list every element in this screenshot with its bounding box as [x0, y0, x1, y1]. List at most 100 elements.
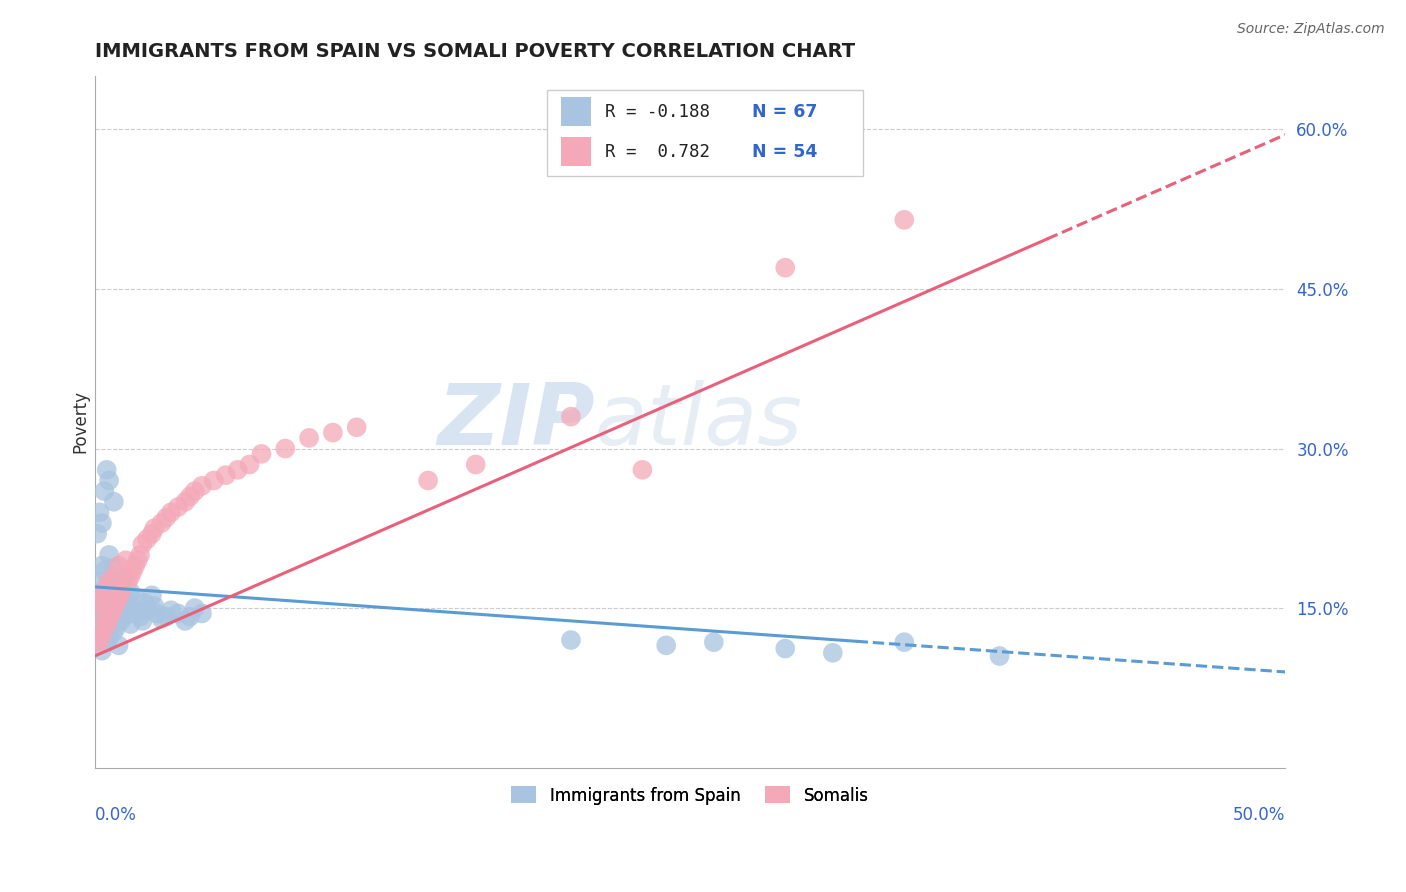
Point [93, 564, 115, 578]
Point [464, 458, 486, 472]
Point [103, 560, 125, 574]
Text: Source: ZipAtlas.com: Source: ZipAtlas.com [1237, 22, 1385, 37]
Point [105, 588, 128, 602]
Point [93, 601, 115, 615]
Point [103, 624, 125, 639]
Point [141, 588, 163, 602]
Point [86, 638, 108, 652]
Point [98, 612, 121, 626]
Point [773, 260, 796, 275]
Point [141, 526, 163, 541]
Point [346, 420, 368, 434]
Text: R = -0.188: R = -0.188 [606, 103, 710, 120]
Point [120, 569, 142, 583]
Text: atlas: atlas [595, 381, 803, 464]
Point [107, 591, 129, 605]
Point [150, 612, 173, 626]
Point [96, 463, 118, 477]
Point [179, 490, 201, 504]
Point [100, 607, 122, 621]
Point [145, 607, 167, 621]
FancyBboxPatch shape [561, 97, 591, 127]
Point [122, 564, 145, 578]
Point [96, 617, 118, 632]
Point [274, 442, 297, 456]
Point [160, 505, 183, 519]
Point [129, 609, 152, 624]
Point [86, 526, 108, 541]
Point [202, 474, 225, 488]
Point [91, 585, 114, 599]
Point [560, 633, 582, 648]
Point [93, 585, 115, 599]
Point [98, 474, 121, 488]
Point [120, 585, 142, 599]
Point [91, 612, 114, 626]
Point [127, 553, 149, 567]
Text: R =  0.782: R = 0.782 [606, 143, 710, 161]
Point [103, 494, 125, 508]
Y-axis label: Poverty: Poverty [72, 391, 89, 453]
Point [416, 474, 439, 488]
Point [184, 484, 207, 499]
Point [112, 571, 135, 585]
Point [167, 500, 190, 514]
Point [91, 591, 114, 605]
Point [560, 409, 582, 424]
Point [124, 558, 146, 573]
Point [100, 582, 122, 596]
Point [143, 599, 166, 613]
Point [100, 617, 122, 632]
Point [91, 516, 114, 530]
FancyBboxPatch shape [547, 90, 863, 177]
Point [89, 633, 111, 648]
Point [134, 596, 156, 610]
Point [131, 614, 153, 628]
Point [191, 479, 214, 493]
Text: N = 67: N = 67 [752, 103, 817, 120]
FancyBboxPatch shape [561, 137, 591, 166]
Point [93, 623, 115, 637]
Point [238, 458, 260, 472]
Point [89, 596, 111, 610]
Point [91, 643, 114, 657]
Point [96, 603, 118, 617]
Point [155, 609, 177, 624]
Point [96, 580, 118, 594]
Point [122, 601, 145, 615]
Point [98, 631, 121, 645]
Point [110, 574, 132, 589]
Point [250, 447, 273, 461]
Point [117, 574, 139, 589]
Point [89, 574, 111, 589]
Point [184, 601, 207, 615]
Point [298, 431, 321, 445]
Point [91, 628, 114, 642]
Point [103, 592, 125, 607]
Point [167, 607, 190, 621]
Point [179, 609, 201, 624]
Point [150, 516, 173, 530]
Point [105, 620, 128, 634]
Point [93, 484, 115, 499]
Point [86, 607, 108, 621]
Point [893, 635, 915, 649]
Point [631, 463, 654, 477]
Point [174, 494, 197, 508]
Point [96, 578, 118, 592]
Point [215, 468, 238, 483]
Text: ZIP: ZIP [437, 381, 595, 464]
Point [893, 212, 915, 227]
Text: 0.0%: 0.0% [94, 805, 136, 823]
Point [143, 521, 166, 535]
Point [136, 532, 159, 546]
Point [98, 548, 121, 562]
Point [93, 628, 115, 642]
Text: 50.0%: 50.0% [1233, 805, 1285, 823]
Point [114, 553, 136, 567]
Point [117, 596, 139, 610]
Point [773, 641, 796, 656]
Point [107, 558, 129, 573]
Point [89, 596, 111, 610]
Text: N = 54: N = 54 [752, 143, 817, 161]
